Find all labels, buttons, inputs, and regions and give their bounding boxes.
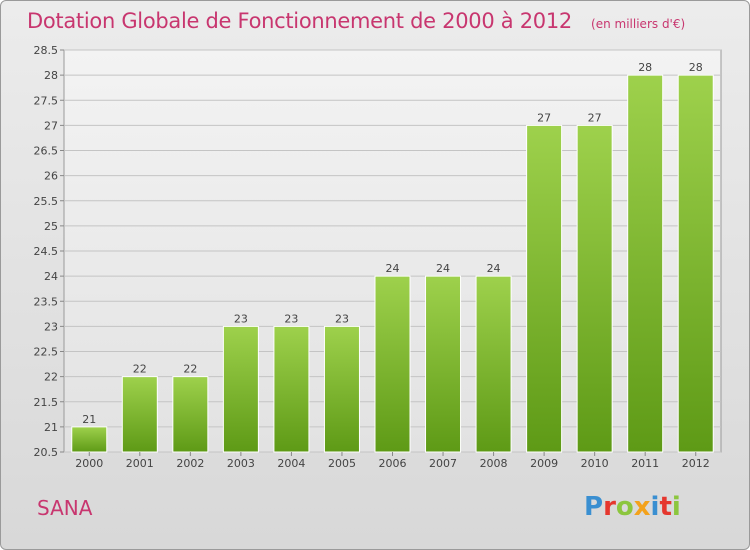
data-label: 23 <box>234 312 248 325</box>
x-tick-label: 2004 <box>277 457 305 470</box>
y-tick-label: 27.5 <box>34 94 59 107</box>
y-tick-label: 24 <box>44 270 58 283</box>
bar-2005 <box>323 325 360 453</box>
y-tick-label: 23.5 <box>34 295 59 308</box>
y-tick-label: 24.5 <box>34 245 59 258</box>
bar-2002 <box>172 376 209 453</box>
bar-2006 <box>374 275 411 453</box>
bar-2003 <box>222 325 259 453</box>
y-tick-label: 20.5 <box>34 446 59 459</box>
logo-letter: r <box>603 492 616 522</box>
data-label: 23 <box>335 312 349 325</box>
x-tick-label: 2001 <box>126 457 154 470</box>
logo-letter: P <box>584 492 604 522</box>
x-tick-label: 2008 <box>480 457 508 470</box>
proxiti-logo: Proxiti <box>584 492 681 522</box>
data-label: 23 <box>284 312 298 325</box>
logo-letter: t <box>659 492 672 522</box>
logo-letter: i <box>671 492 681 522</box>
data-label: 27 <box>537 111 551 124</box>
logo-letter: x <box>633 492 651 522</box>
y-tick-label: 25.5 <box>34 195 59 208</box>
x-tick-label: 2010 <box>581 457 609 470</box>
bar-chart: 21 22 22 23 23 23 24 24 24 27 27 28 28 20.5 21 21.5 22 2… <box>34 44 722 470</box>
bar-2012 <box>677 74 714 453</box>
y-tick-label: 27 <box>44 119 58 132</box>
data-label: 22 <box>183 363 197 376</box>
y-tick-label: 21.5 <box>34 396 59 409</box>
y-tick-label: 26 <box>44 170 58 183</box>
y-tick-label: 23 <box>44 320 58 333</box>
unit-label: (en milliers d'€) <box>591 17 686 31</box>
x-tick-label: 2005 <box>328 457 356 470</box>
data-label: 27 <box>588 111 602 124</box>
data-label: 28 <box>689 61 703 74</box>
bar-2000 <box>71 426 108 453</box>
bar-2009 <box>526 124 563 453</box>
x-tick-label: 2007 <box>429 457 457 470</box>
y-tick-label: 26.5 <box>34 145 59 158</box>
bar-2010 <box>576 124 613 453</box>
bar-2011 <box>627 74 664 453</box>
bar-2007 <box>425 275 462 453</box>
y-tick-label: 28.5 <box>34 44 59 57</box>
x-tick-label: 2012 <box>682 457 710 470</box>
commune-name: SANA <box>37 496 93 520</box>
bar-2004 <box>273 325 310 453</box>
y-tick-label: 21 <box>44 421 58 434</box>
data-label: 22 <box>133 363 147 376</box>
y-tick-label: 22.5 <box>34 346 59 359</box>
data-label: 24 <box>386 262 400 275</box>
data-label: 28 <box>638 61 652 74</box>
data-label: 21 <box>82 413 96 426</box>
data-label: 24 <box>436 262 450 275</box>
title-row: Dotation Globale de Fonctionnement de 20… <box>27 9 685 33</box>
y-tick-label: 25 <box>44 220 58 233</box>
x-tick-label: 2009 <box>530 457 558 470</box>
bar-2008 <box>475 275 512 453</box>
x-tick-label: 2011 <box>631 457 659 470</box>
y-tick-label: 28 <box>44 69 58 82</box>
x-tick-label: 2003 <box>227 457 255 470</box>
logo-letter: o <box>615 492 634 522</box>
chart-title: Dotation Globale de Fonctionnement de 20… <box>27 9 572 33</box>
y-tick-label: 22 <box>44 371 58 384</box>
bar-2001 <box>121 376 158 453</box>
x-tick-label: 2002 <box>176 457 204 470</box>
x-tick-label: 2000 <box>75 457 103 470</box>
x-tick-label: 2006 <box>379 457 407 470</box>
data-label: 24 <box>487 262 501 275</box>
logo-letter: i <box>650 492 660 522</box>
